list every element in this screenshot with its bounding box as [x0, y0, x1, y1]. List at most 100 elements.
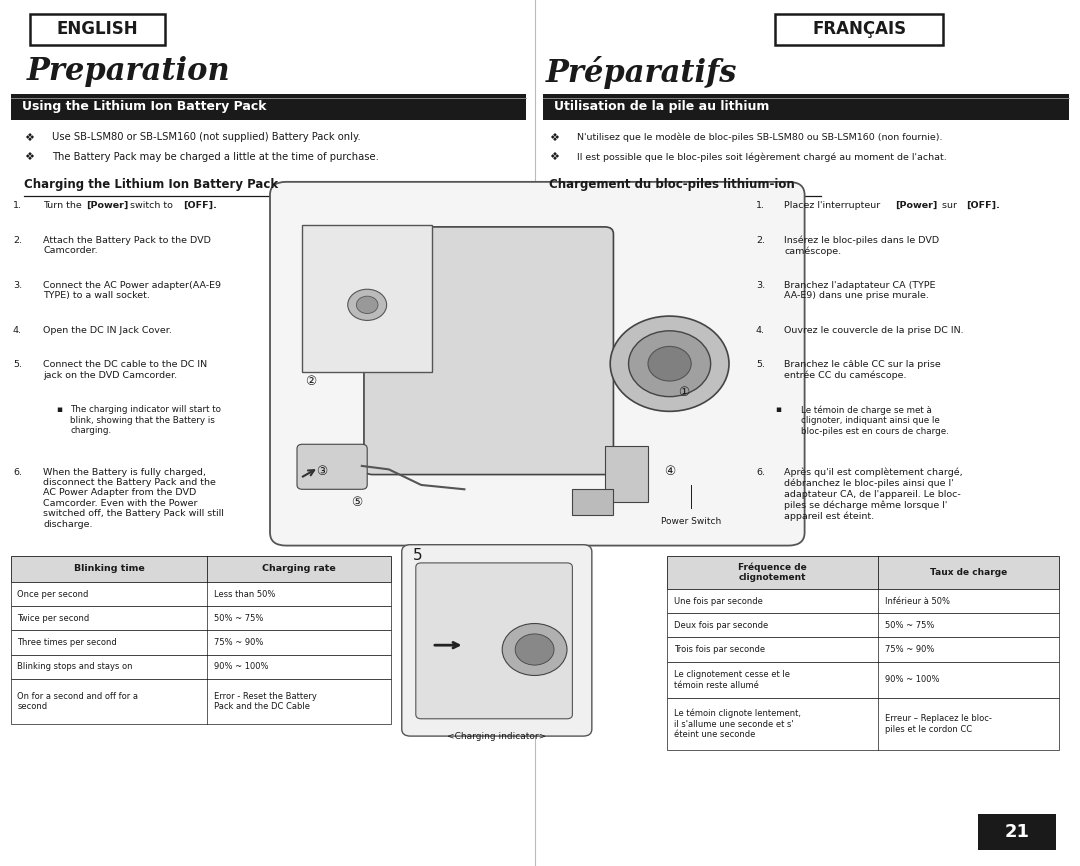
Text: Attach the Battery Pack to the DVD
Camcorder.: Attach the Battery Pack to the DVD Camco…	[43, 236, 211, 255]
Text: ③: ③	[316, 465, 327, 479]
Bar	[667, 662, 1059, 698]
Text: Charging the Lithium Ion Battery Pack: Charging the Lithium Ion Battery Pack	[24, 178, 278, 191]
Text: ②: ②	[306, 374, 316, 388]
Text: Fréquence de
clignotement: Fréquence de clignotement	[739, 563, 807, 582]
Text: Le témoin clignote lentement,
il s'allume une seconde et s'
éteint une seconde: Le témoin clignote lentement, il s'allum…	[674, 709, 801, 739]
Text: Less than 50%: Less than 50%	[214, 590, 275, 598]
Text: Using the Lithium Ion Battery Pack: Using the Lithium Ion Battery Pack	[22, 100, 266, 113]
Bar	[11, 630, 391, 655]
Text: 2.: 2.	[756, 236, 765, 244]
FancyBboxPatch shape	[297, 444, 367, 489]
Bar	[775, 14, 943, 45]
Text: Taux de charge: Taux de charge	[930, 568, 1008, 577]
Text: Turn the: Turn the	[43, 201, 85, 210]
Bar	[572, 489, 613, 515]
Text: ❖: ❖	[24, 132, 33, 143]
FancyBboxPatch shape	[270, 182, 805, 546]
Text: N'utilisez que le modèle de bloc-piles SB-LSM80 ou SB-LSM160 (non fournie).: N'utilisez que le modèle de bloc-piles S…	[577, 132, 942, 142]
Text: 50% ~ 75%: 50% ~ 75%	[885, 621, 934, 630]
Text: Branchez le câble CC sur la prise
entrée CC du caméscope.: Branchez le câble CC sur la prise entrée…	[784, 360, 941, 380]
Text: ▪: ▪	[56, 405, 63, 414]
Text: 75% ~ 90%: 75% ~ 90%	[885, 645, 934, 654]
Circle shape	[348, 289, 387, 320]
Text: Insérez le bloc-piles dans le DVD
caméscope.: Insérez le bloc-piles dans le DVD camésc…	[784, 236, 940, 256]
Text: The Battery Pack may be charged a little at the time of purchase.: The Battery Pack may be charged a little…	[52, 152, 379, 163]
Text: 1.: 1.	[13, 201, 22, 210]
Text: Deux fois par seconde: Deux fois par seconde	[674, 621, 768, 630]
Text: Power Switch: Power Switch	[661, 517, 721, 526]
Bar	[543, 94, 1069, 120]
Text: 4.: 4.	[756, 326, 765, 334]
Text: ▪: ▪	[775, 405, 782, 414]
Text: [Power]: [Power]	[895, 201, 937, 210]
Circle shape	[629, 331, 711, 397]
Text: Connect the DC cable to the DC IN
jack on the DVD Camcorder.: Connect the DC cable to the DC IN jack o…	[43, 360, 207, 379]
Text: Trois fois par seconde: Trois fois par seconde	[674, 645, 765, 654]
Text: Blinking time: Blinking time	[73, 565, 145, 573]
Text: ❖: ❖	[549, 152, 558, 163]
Text: Blinking stops and stays on: Blinking stops and stays on	[17, 662, 133, 671]
Text: Charging rate: Charging rate	[262, 565, 336, 573]
Text: Placez l'interrupteur: Placez l'interrupteur	[784, 201, 883, 210]
Circle shape	[648, 346, 691, 381]
Text: 90% ~ 100%: 90% ~ 100%	[214, 662, 268, 671]
Text: switch to: switch to	[127, 201, 176, 210]
Text: 75% ~ 90%: 75% ~ 90%	[214, 638, 264, 647]
Text: 3.: 3.	[756, 281, 765, 289]
FancyBboxPatch shape	[364, 227, 613, 475]
Text: 90% ~ 100%: 90% ~ 100%	[885, 675, 939, 684]
Text: Once per second: Once per second	[17, 590, 89, 598]
Text: Preparation: Preparation	[27, 56, 231, 87]
Bar	[11, 606, 391, 630]
Text: 50% ~ 75%: 50% ~ 75%	[214, 614, 264, 623]
Text: Le clignotement cesse et le
témoin reste allumé: Le clignotement cesse et le témoin reste…	[674, 670, 789, 689]
Text: 3.: 3.	[13, 281, 22, 289]
FancyBboxPatch shape	[402, 545, 592, 736]
Bar	[667, 613, 1059, 637]
Bar	[667, 698, 1059, 750]
Text: 21: 21	[1004, 824, 1030, 841]
Bar	[30, 14, 165, 45]
Text: Une fois par seconde: Une fois par seconde	[674, 597, 762, 605]
FancyBboxPatch shape	[978, 814, 1056, 850]
Bar	[667, 637, 1059, 662]
Text: Il est possible que le bloc-piles soit légèrement chargé au moment de l'achat.: Il est possible que le bloc-piles soit l…	[577, 152, 946, 162]
Text: [OFF].: [OFF].	[967, 201, 1000, 210]
Text: FRANÇAIS: FRANÇAIS	[812, 21, 906, 38]
Text: When the Battery is fully charged,
disconnect the Battery Pack and the
AC Power : When the Battery is fully charged, disco…	[43, 468, 224, 528]
Text: ①: ①	[678, 385, 689, 399]
Text: ❖: ❖	[549, 132, 558, 143]
Bar	[605, 446, 648, 502]
Bar	[11, 655, 391, 679]
Text: Branchez l'adaptateur CA (TYPE
AA-E9) dans une prise murale.: Branchez l'adaptateur CA (TYPE AA-E9) da…	[784, 281, 935, 300]
Text: Erreur – Replacez le bloc-
piles et le cordon CC: Erreur – Replacez le bloc- piles et le c…	[885, 714, 991, 734]
Text: 1.: 1.	[756, 201, 765, 210]
Circle shape	[356, 296, 378, 313]
Circle shape	[502, 624, 567, 675]
Text: 5.: 5.	[13, 360, 22, 369]
Text: Le témoin de charge se met à
clignoter, indiquant ainsi que le
bloc-piles est en: Le témoin de charge se met à clignoter, …	[801, 405, 949, 436]
Text: 6.: 6.	[756, 468, 765, 476]
FancyBboxPatch shape	[302, 225, 432, 372]
Bar	[11, 94, 526, 120]
Text: Connect the AC Power adapter(AA-E9
TYPE) to a wall socket.: Connect the AC Power adapter(AA-E9 TYPE)…	[43, 281, 221, 300]
Text: Ouvrez le couvercle de la prise DC IN.: Ouvrez le couvercle de la prise DC IN.	[784, 326, 963, 334]
Text: [OFF].: [OFF].	[184, 201, 217, 210]
Text: Chargement du bloc-piles lithium-ion: Chargement du bloc-piles lithium-ion	[549, 178, 795, 191]
Text: 4.: 4.	[13, 326, 22, 334]
Text: sur: sur	[939, 201, 959, 210]
Text: 5.: 5.	[756, 360, 765, 369]
Text: Utilisation de la pile au lithium: Utilisation de la pile au lithium	[554, 100, 769, 113]
Text: <Charging indicator>: <Charging indicator>	[447, 732, 546, 740]
Text: ⑤: ⑤	[351, 495, 362, 509]
Text: ❖: ❖	[24, 152, 33, 163]
Text: Préparatifs: Préparatifs	[545, 56, 737, 89]
Text: [Power]: [Power]	[86, 201, 129, 210]
Text: 6.: 6.	[13, 468, 22, 476]
Text: Use SB-LSM80 or SB-LSM160 (not supplied) Battery Pack only.: Use SB-LSM80 or SB-LSM160 (not supplied)…	[52, 132, 361, 143]
Text: 2.: 2.	[13, 236, 22, 244]
Text: Open the DC IN Jack Cover.: Open the DC IN Jack Cover.	[43, 326, 172, 334]
Bar	[11, 556, 391, 582]
Text: Three times per second: Three times per second	[17, 638, 117, 647]
Text: Inférieur à 50%: Inférieur à 50%	[885, 597, 949, 605]
